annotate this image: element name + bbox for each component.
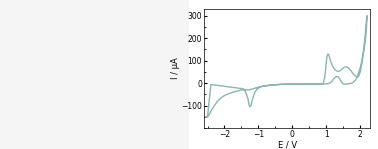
Y-axis label: I / μA: I / μA [171, 58, 180, 79]
X-axis label: E / V: E / V [278, 141, 297, 149]
